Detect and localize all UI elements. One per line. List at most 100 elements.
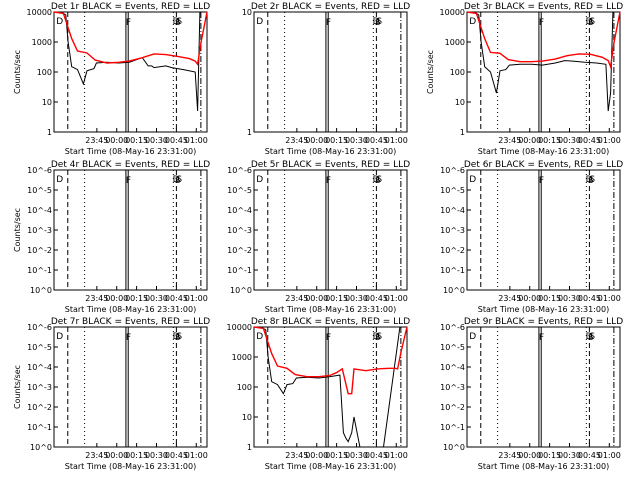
event-marker: D: [586, 332, 593, 342]
x-tick-label: 01:00: [598, 451, 621, 460]
event-marker: D: [56, 332, 63, 342]
x-tick-label: 00:30: [345, 451, 368, 460]
event-marker: S: [175, 176, 181, 186]
x-tick-label: 00:45: [578, 451, 601, 460]
x-tick-label: 00:30: [558, 451, 581, 460]
plot-frame: [466, 326, 621, 448]
event-marker: D: [173, 175, 180, 185]
x-axis-label: Start Time (08-May-16 23:31:00): [65, 147, 196, 156]
event-marker: S: [176, 175, 182, 185]
x-tick-label: 00:30: [145, 294, 168, 303]
y-tick-label: 10000: [227, 323, 252, 332]
plot-panel: Det 2r BLACK = Events, RED = LLD 1 10 23:45…: [242, 2, 410, 156]
plot-panel: Det 1r BLACK = Events, RED = LLD 1 10 100 10…: [13, 2, 210, 156]
event-marker: F: [326, 333, 331, 343]
plot-panel: Det 8r BLACK = Events, RED = LLD 1 10 100 10…: [227, 317, 411, 471]
y-axis-label: Counts/sec: [13, 50, 22, 94]
y-tick-label: 10^-6: [27, 323, 52, 332]
x-tick-label: 00:15: [538, 451, 561, 460]
plot-title: Det 8r BLACK = Events, RED = LLD: [251, 317, 410, 327]
y-tick-label: 10^-1: [27, 266, 52, 275]
event-marker: S: [176, 17, 182, 27]
event-marker: S: [375, 176, 381, 186]
x-tick-label: 01:00: [385, 451, 408, 460]
x-tick-label: 00:15: [325, 451, 348, 460]
y-tick-label: 10000: [27, 8, 52, 17]
y-tick-label: 10^-5: [227, 186, 252, 195]
y-tick-label: 10^-6: [440, 323, 465, 332]
event-marker: D: [469, 332, 476, 342]
y-tick-label: 1: [247, 443, 252, 452]
y-tick-label: 10^-4: [227, 206, 252, 215]
x-tick-label: 23:45: [85, 294, 108, 303]
y-tick-label: 10^0: [443, 443, 465, 452]
x-tick-label: 23:45: [498, 136, 521, 145]
y-tick-label: 1: [460, 128, 465, 137]
event-marker: S: [175, 333, 181, 343]
plot-title: Det 5r BLACK = Events, RED = LLD: [251, 160, 410, 170]
event-marker: S: [589, 332, 595, 342]
x-tick-label: 00:30: [558, 294, 581, 303]
event-marker: S: [589, 175, 595, 185]
x-tick-label: 01:00: [185, 294, 208, 303]
plot-panel: Det 3r BLACK = Events, RED = LLD 1 10 100 10…: [426, 2, 623, 156]
y-tick-label: 10^-4: [440, 206, 465, 215]
x-axis-label: Start Time (08-May-16 23:31:00): [65, 305, 196, 314]
y-tick-label: 10000: [440, 8, 465, 17]
y-axis-label: Counts/sec: [13, 365, 22, 409]
x-tick-label: 00:45: [578, 136, 601, 145]
x-tick-label: 00:00: [105, 451, 128, 460]
y-tick-label: 10^-4: [440, 363, 465, 372]
event-marker: F: [539, 176, 544, 186]
plot-title: Det 1r BLACK = Events, RED = LLD: [51, 2, 210, 12]
x-tick-label: 01:00: [385, 136, 408, 145]
y-tick-label: 10^-4: [27, 206, 52, 215]
y-tick-label: 10^-2: [227, 246, 252, 255]
event-marker: D: [469, 17, 476, 27]
x-tick-label: 00:15: [538, 136, 561, 145]
y-axis-label: Counts/sec: [13, 208, 22, 252]
x-tick-label: 23:45: [285, 136, 308, 145]
event-marker: D: [256, 332, 263, 342]
y-tick-label: 10: [242, 8, 252, 17]
plot-title: Det 6r BLACK = Events, RED = LLD: [464, 160, 623, 170]
y-tick-label: 10: [455, 98, 465, 107]
x-tick-label: 00:45: [578, 294, 601, 303]
x-tick-label: 00:45: [165, 136, 188, 145]
y-tick-label: 10: [42, 98, 52, 107]
y-tick-label: 1: [247, 128, 252, 137]
y-tick-label: 10^-1: [27, 423, 52, 432]
y-tick-label: 10^-3: [227, 226, 252, 235]
y-tick-label: 100: [237, 383, 252, 392]
plot-frame: [253, 326, 408, 448]
plot-title: Det 7r BLACK = Events, RED = LLD: [51, 317, 210, 327]
x-tick-label: 00:45: [365, 451, 388, 460]
event-marker: D: [173, 332, 180, 342]
event-marker: S: [589, 17, 595, 27]
y-tick-label: 10^-2: [27, 246, 52, 255]
event-marker: S: [375, 333, 381, 343]
y-tick-label: 10^-5: [27, 343, 52, 352]
y-tick-label: 10^0: [443, 286, 465, 295]
x-tick-label: 00:45: [165, 294, 188, 303]
x-tick-label: 01:00: [385, 294, 408, 303]
y-tick-label: 10^0: [30, 443, 52, 452]
y-tick-label: 10^-6: [27, 166, 52, 175]
series-line: [466, 11, 621, 70]
plot-panel: Det 6r BLACK = Events, RED = LLD 10^0 10^-…: [440, 160, 623, 314]
event-marker: D: [256, 17, 263, 27]
event-marker: S: [588, 333, 594, 343]
x-tick-label: 00:00: [305, 136, 328, 145]
event-marker: D: [373, 175, 380, 185]
x-tick-label: 01:00: [185, 451, 208, 460]
x-tick-label: 00:15: [125, 294, 148, 303]
plot-frame: [53, 326, 208, 448]
y-tick-label: 10^-5: [440, 186, 465, 195]
x-tick-label: 00:30: [345, 294, 368, 303]
x-tick-label: 00:15: [538, 294, 561, 303]
x-axis-label: Start Time (08-May-16 23:31:00): [478, 147, 609, 156]
event-marker: S: [175, 18, 181, 28]
event-marker: F: [126, 176, 131, 186]
x-tick-label: 23:45: [85, 451, 108, 460]
